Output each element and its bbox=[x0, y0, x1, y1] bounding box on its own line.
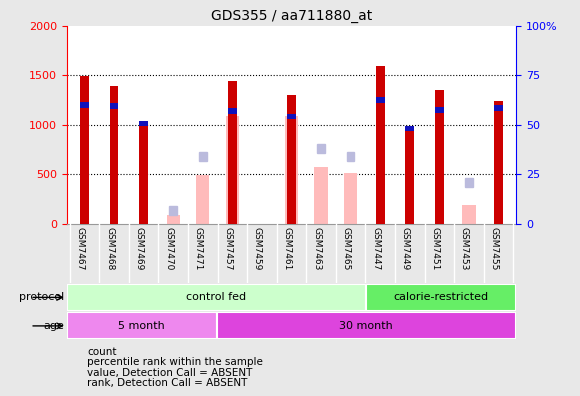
Bar bbox=[110, 103, 118, 109]
Bar bbox=[376, 97, 385, 103]
Bar bbox=[287, 95, 296, 224]
Text: rank, Detection Call = ABSENT: rank, Detection Call = ABSENT bbox=[87, 378, 248, 388]
Text: GSM7465: GSM7465 bbox=[342, 227, 350, 270]
Bar bbox=[494, 105, 503, 110]
Bar bbox=[435, 90, 444, 224]
Text: age: age bbox=[43, 321, 64, 331]
Text: 5 month: 5 month bbox=[118, 321, 165, 331]
Text: GSM7449: GSM7449 bbox=[401, 227, 409, 270]
Bar bbox=[462, 206, 476, 224]
Bar bbox=[169, 206, 177, 215]
Title: GDS355 / aa711880_at: GDS355 / aa711880_at bbox=[211, 10, 372, 23]
Text: GSM7451: GSM7451 bbox=[430, 227, 439, 270]
Bar bbox=[344, 173, 357, 224]
Bar bbox=[405, 126, 414, 131]
Bar bbox=[314, 167, 328, 224]
Text: GSM7459: GSM7459 bbox=[253, 227, 262, 270]
Bar bbox=[67, 284, 367, 311]
Text: GSM7455: GSM7455 bbox=[490, 227, 498, 270]
Bar bbox=[317, 144, 325, 153]
Text: GSM7447: GSM7447 bbox=[371, 227, 380, 270]
Text: GSM7461: GSM7461 bbox=[282, 227, 292, 270]
Bar bbox=[139, 125, 148, 224]
Bar bbox=[166, 215, 180, 224]
Bar bbox=[367, 284, 516, 311]
Text: 30 month: 30 month bbox=[339, 321, 393, 331]
Bar bbox=[228, 108, 237, 114]
Bar bbox=[226, 116, 239, 224]
Text: count: count bbox=[87, 347, 117, 357]
Bar bbox=[80, 76, 89, 224]
Text: protocol: protocol bbox=[19, 292, 64, 303]
Text: GSM7470: GSM7470 bbox=[164, 227, 173, 270]
Bar bbox=[139, 121, 148, 126]
Bar bbox=[376, 66, 385, 224]
Bar bbox=[196, 175, 209, 224]
Text: GSM7457: GSM7457 bbox=[223, 227, 233, 270]
Text: control fed: control fed bbox=[187, 292, 246, 303]
Bar bbox=[465, 178, 473, 187]
Bar bbox=[435, 107, 444, 112]
Text: value, Detection Call = ABSENT: value, Detection Call = ABSENT bbox=[87, 367, 252, 378]
Text: calorie-restricted: calorie-restricted bbox=[394, 292, 489, 303]
Bar bbox=[110, 86, 118, 224]
Bar bbox=[67, 312, 216, 339]
Bar bbox=[228, 81, 237, 224]
Bar bbox=[347, 152, 354, 161]
Text: GSM7471: GSM7471 bbox=[194, 227, 203, 270]
Text: percentile rank within the sample: percentile rank within the sample bbox=[87, 357, 263, 367]
Bar bbox=[494, 101, 503, 224]
Text: GSM7453: GSM7453 bbox=[460, 227, 469, 270]
Bar bbox=[287, 114, 296, 120]
Bar bbox=[199, 152, 206, 161]
Text: GSM7468: GSM7468 bbox=[105, 227, 114, 270]
Bar bbox=[216, 312, 516, 339]
Bar bbox=[80, 102, 89, 108]
Text: GSM7463: GSM7463 bbox=[312, 227, 321, 270]
Bar bbox=[285, 116, 298, 224]
Text: GSM7469: GSM7469 bbox=[135, 227, 144, 270]
Bar bbox=[405, 129, 414, 224]
Text: GSM7467: GSM7467 bbox=[75, 227, 85, 270]
